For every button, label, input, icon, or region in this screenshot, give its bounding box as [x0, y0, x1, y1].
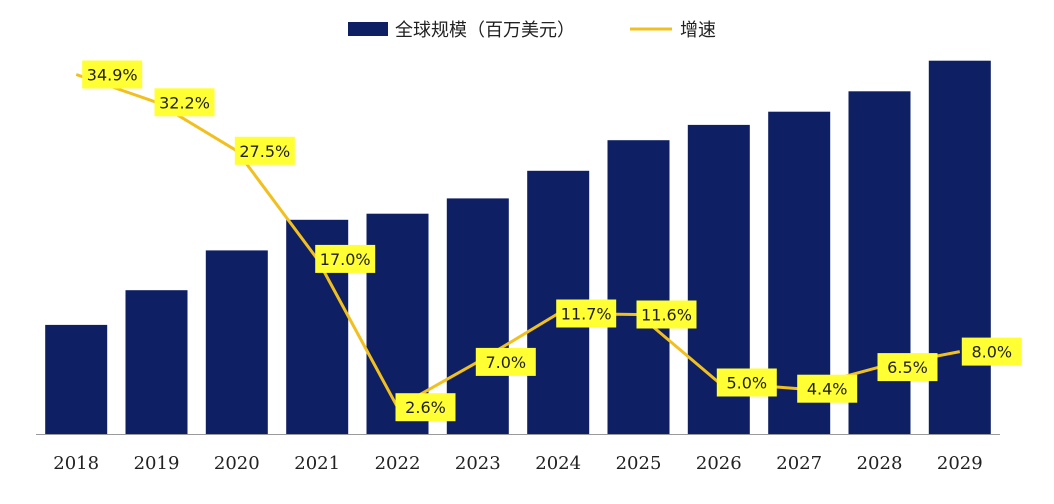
growth-label-text: 34.9% — [87, 66, 138, 85]
x-tick-label-2026: 2026 — [696, 453, 742, 474]
x-tick-label-2025: 2025 — [616, 453, 662, 474]
legend-line-label: 增速 — [680, 20, 716, 41]
growth-label-text: 7.0% — [485, 353, 526, 372]
growth-label-box — [961, 337, 1022, 366]
growth-label-2022: 2.6% — [395, 393, 456, 422]
x-tick-label-2024: 2024 — [535, 453, 581, 474]
growth-label-2025: 11.6% — [636, 300, 697, 329]
growth-label-2018: 34.9% — [82, 60, 143, 89]
bar-2023 — [446, 198, 509, 434]
growth-label-text: 11.7% — [561, 305, 612, 324]
growth-label-2023: 7.0% — [475, 347, 536, 376]
growth-label-text: 11.6% — [641, 306, 692, 325]
growth-label-2027: 4.4% — [797, 374, 858, 403]
growth-label-box — [475, 347, 536, 376]
x-tick-label-2020: 2020 — [214, 453, 260, 474]
growth-label-2026: 5.0% — [716, 368, 777, 397]
growth-label-2021: 17.0% — [315, 244, 376, 273]
growth-label-2020: 27.5% — [234, 136, 295, 165]
bar-2018 — [45, 324, 108, 434]
growth-label-text: 8.0% — [971, 343, 1012, 362]
bar-2028 — [848, 91, 911, 435]
growth-label-text: 6.5% — [887, 358, 928, 377]
x-tick-label-2019: 2019 — [134, 453, 180, 474]
growth-label-text: 27.5% — [239, 142, 290, 161]
growth-label-text: 2.6% — [405, 398, 446, 417]
bar-2019 — [125, 290, 188, 434]
x-tick-label-2027: 2027 — [776, 453, 822, 474]
growth-label-box — [556, 299, 617, 328]
growth-label-box — [797, 374, 858, 403]
growth-label-text: 5.0% — [726, 374, 767, 393]
x-tick-label-2029: 2029 — [937, 453, 983, 474]
bar-2025 — [607, 140, 670, 434]
x-tick-label-2023: 2023 — [455, 453, 501, 474]
growth-label-box — [877, 353, 938, 382]
growth-label-text: 4.4% — [807, 380, 848, 399]
growth-label-box — [636, 300, 697, 329]
legend-bar-label: 全球规模（百万美元） — [395, 20, 575, 41]
growth-label-text: 32.2% — [159, 93, 210, 112]
growth-label-text: 17.0% — [320, 250, 371, 269]
x-tick-label-2021: 2021 — [294, 453, 340, 474]
growth-label-2028: 6.5% — [877, 353, 938, 382]
growth-label-box — [315, 244, 376, 273]
growth-label-box — [154, 88, 215, 117]
bar-2020 — [205, 250, 268, 434]
legend: 全球规模（百万美元） 增速 — [348, 20, 716, 41]
bar-2029 — [928, 60, 991, 434]
x-tick-label-2022: 2022 — [375, 453, 421, 474]
x-tick-label-2018: 2018 — [53, 453, 99, 474]
growth-data-labels: 34.9% 32.2% 27.5% 17.0% 2.6% 7.0% 11.7% 11.6% 5.… — [82, 60, 1022, 422]
growth-label-box — [82, 60, 143, 89]
growth-label-2029: 8.0% — [961, 337, 1022, 366]
growth-label-2024: 11.7% — [556, 299, 617, 328]
growth-label-box — [395, 393, 456, 422]
legend-bar-swatch — [348, 22, 388, 36]
growth-label-box — [234, 136, 295, 165]
growth-label-2019: 32.2% — [154, 88, 215, 117]
x-tick-labels: 2018 2019 2020 2021 2022 2023 2024 2025 2026 2027… — [53, 453, 982, 474]
x-tick-label-2028: 2028 — [857, 453, 903, 474]
growth-label-box — [716, 368, 777, 397]
